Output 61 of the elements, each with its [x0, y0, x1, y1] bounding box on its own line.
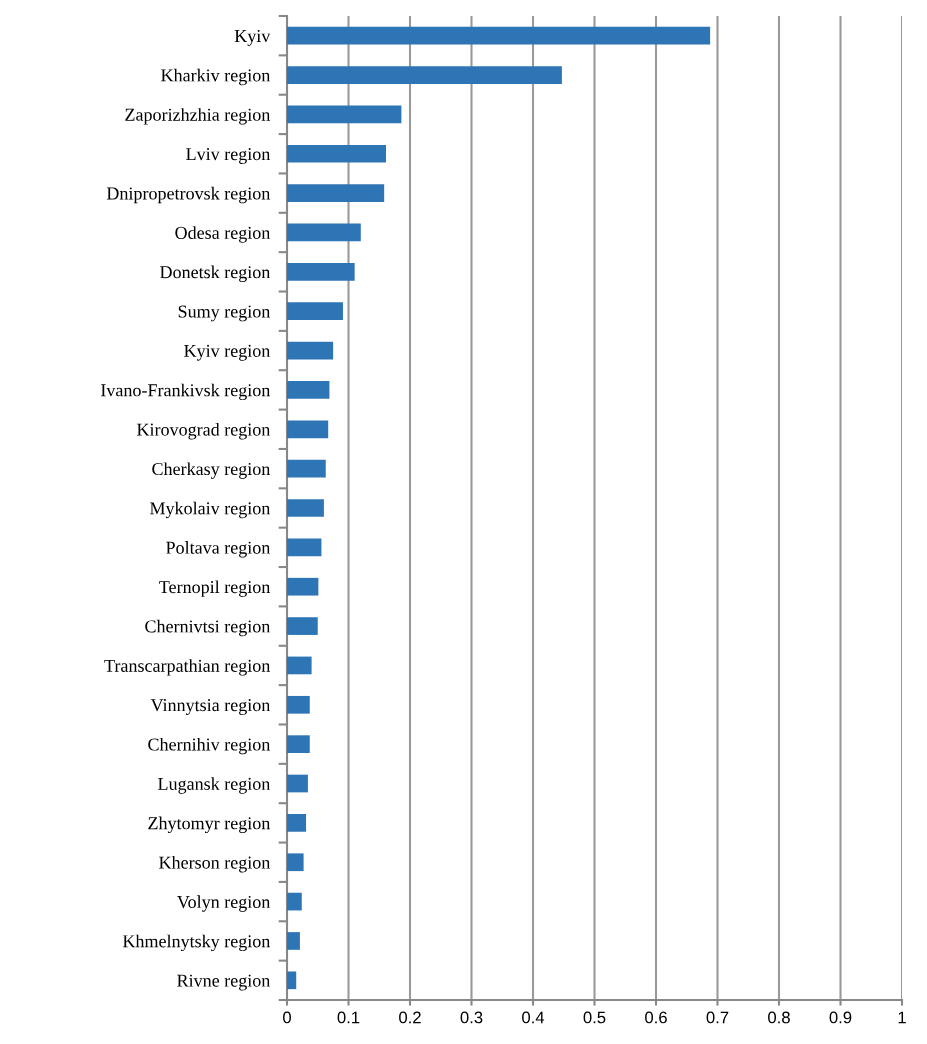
- y-tick-label: Transcarpathian region: [104, 659, 271, 676]
- y-tick-label: Chernihiv region: [148, 737, 271, 755]
- x-tick-label: 0.7: [706, 1011, 729, 1024]
- y-tick-label: Kherson region: [159, 855, 271, 873]
- bar: [287, 695, 310, 714]
- x-tick-label: 0.8: [768, 1011, 790, 1024]
- x-tick-label: 1: [898, 1011, 906, 1024]
- x-tick-label: 0.1: [337, 1011, 360, 1024]
- bar: [287, 144, 387, 163]
- y-tick-label: Cherkasy region: [152, 462, 271, 479]
- bar: [287, 302, 343, 321]
- x-tick-label: 0.9: [829, 1011, 852, 1024]
- bar: [287, 538, 322, 557]
- y-tick-label: Chernivtsi region: [145, 619, 271, 637]
- bar: [287, 499, 324, 517]
- bar: [287, 774, 308, 793]
- x-tick-label: 0.3: [460, 1011, 483, 1024]
- bar: [287, 735, 310, 754]
- bar: [287, 656, 312, 675]
- bar: [287, 459, 326, 478]
- x-tick-label: 0.5: [583, 1011, 606, 1024]
- bar: [287, 971, 297, 990]
- x-tick-label: 0: [283, 1011, 291, 1024]
- y-tick-label: Volyn region: [177, 895, 271, 912]
- y-tick-label: Donetsk region: [160, 265, 271, 282]
- bar: [287, 105, 402, 124]
- x-tick-label: 0.2: [399, 1011, 421, 1024]
- y-tick-label: Kharkiv region: [161, 68, 271, 86]
- y-tick-label: Zhytomyr region: [148, 816, 271, 834]
- bar: [287, 577, 319, 596]
- y-tick-label: Kyiv: [234, 29, 271, 46]
- bar: [287, 341, 334, 360]
- y-tick-label: Vinnytsia region: [150, 699, 271, 715]
- bar: [287, 814, 307, 832]
- x-tick-label: 0.6: [645, 1011, 667, 1024]
- bar: [287, 223, 361, 242]
- y-tick-label: Kirovograd region: [136, 423, 271, 440]
- y-tick-label: Dnipropetrovsk region: [106, 186, 271, 204]
- bar: [287, 381, 330, 399]
- y-tick-label: Sumy region: [178, 305, 271, 322]
- y-tick-label: Lugansk region: [158, 777, 271, 794]
- y-tick-label: Lviv region: [186, 148, 271, 164]
- bar: [287, 26, 711, 45]
- bar: [287, 853, 304, 872]
- bar: [287, 66, 562, 84]
- y-tick-label: Kyiv region: [184, 344, 271, 361]
- bar: [287, 932, 300, 950]
- y-tick-label: Ivano-Frankivsk region: [101, 383, 271, 401]
- x-tick-label: 0.4: [522, 1011, 545, 1024]
- bar: [287, 892, 302, 911]
- bar: [287, 184, 385, 202]
- y-tick-label: Rivne region: [177, 974, 271, 991]
- bar: [287, 262, 355, 281]
- bar: [287, 617, 318, 635]
- bar: [287, 420, 329, 439]
- y-tick-label: Ternopil region: [159, 580, 271, 597]
- y-tick-label: Mykolaiv region: [150, 501, 271, 519]
- y-tick-label: Odesa region: [175, 226, 271, 243]
- y-tick-label: Zaporizhzhia region: [125, 108, 271, 125]
- y-tick-label: Poltava region: [166, 541, 271, 558]
- y-tick-label: Khmelnytsky region: [122, 934, 271, 952]
